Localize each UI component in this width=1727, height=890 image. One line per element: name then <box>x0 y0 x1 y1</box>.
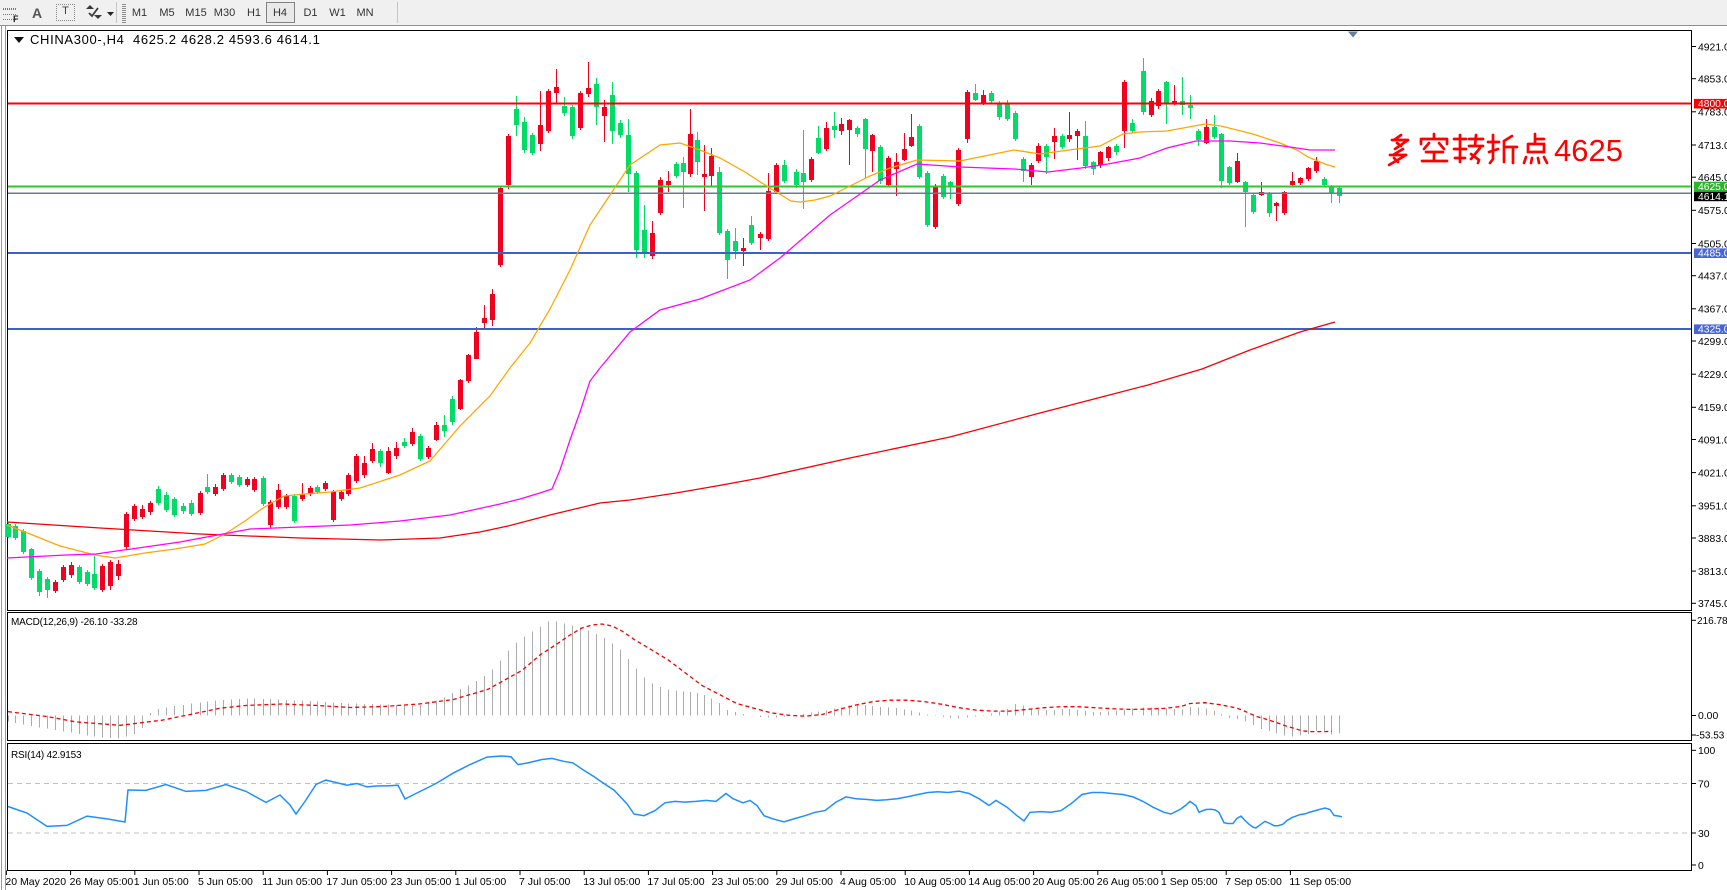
svg-text:3883.0: 3883.0 <box>1698 534 1727 545</box>
svg-text:1 Sep 05:00: 1 Sep 05:00 <box>1161 876 1218 888</box>
svg-text:23 Jul 05:00: 23 Jul 05:00 <box>712 876 769 888</box>
svg-text:13 Jul 05:00: 13 Jul 05:00 <box>583 876 640 888</box>
svg-text:17 Jul 05:00: 17 Jul 05:00 <box>647 876 704 888</box>
svg-text:11 Jun 05:00: 11 Jun 05:00 <box>262 876 322 888</box>
svg-text:1 Jun 05:00: 1 Jun 05:00 <box>134 876 189 888</box>
svg-text:1 Jul 05:00: 1 Jul 05:00 <box>455 876 507 888</box>
svg-text:4485.0: 4485.0 <box>1698 249 1727 260</box>
svg-text:4713.0: 4713.0 <box>1698 141 1727 152</box>
svg-text:7 Jul 05:00: 7 Jul 05:00 <box>519 876 571 888</box>
svg-text:RSI(14) 42.9153: RSI(14) 42.9153 <box>11 750 82 761</box>
svg-text:4625.0: 4625.0 <box>1698 182 1727 193</box>
svg-text:4645.0: 4645.0 <box>1698 173 1727 184</box>
svg-text:4614.1: 4614.1 <box>1698 192 1727 203</box>
svg-text:0.00: 0.00 <box>1698 711 1718 722</box>
svg-text:4021.0: 4021.0 <box>1698 468 1727 479</box>
svg-text:30: 30 <box>1698 829 1710 840</box>
svg-text:CHINA300-,H4 4625.2 4628.2 45: CHINA300-,H4 4625.2 4628.2 4593.6 4614.1 <box>30 32 320 47</box>
svg-text:4367.0: 4367.0 <box>1698 305 1727 316</box>
svg-text:4625: 4625 <box>1554 133 1623 168</box>
svg-text:4437.0: 4437.0 <box>1698 272 1727 283</box>
svg-text:4800.0: 4800.0 <box>1698 99 1727 110</box>
svg-text:29 Jul 05:00: 29 Jul 05:00 <box>776 876 833 888</box>
svg-text:26 Aug 05:00: 26 Aug 05:00 <box>1097 876 1159 888</box>
svg-text:20 Aug 05:00: 20 Aug 05:00 <box>1033 876 1095 888</box>
svg-text:4 Aug 05:00: 4 Aug 05:00 <box>840 876 896 888</box>
svg-text:100: 100 <box>1698 746 1716 757</box>
svg-text:11 Sep 05:00: 11 Sep 05:00 <box>1289 876 1351 888</box>
svg-text:3745.0: 3745.0 <box>1698 599 1727 610</box>
svg-text:4921.0: 4921.0 <box>1698 42 1727 53</box>
svg-text:MACD(12,26,9) -26.10 -33.28: MACD(12,26,9) -26.10 -33.28 <box>11 617 138 628</box>
svg-text:4505.0: 4505.0 <box>1698 239 1727 250</box>
svg-text:17 Jun 05:00: 17 Jun 05:00 <box>326 876 387 888</box>
svg-text:4159.0: 4159.0 <box>1698 403 1727 414</box>
svg-text:23 Jun 05:00: 23 Jun 05:00 <box>391 876 452 888</box>
svg-text:3951.0: 3951.0 <box>1698 502 1727 513</box>
svg-text:14 Aug 05:00: 14 Aug 05:00 <box>968 876 1030 888</box>
svg-text:4325.0: 4325.0 <box>1698 325 1727 336</box>
svg-text:10 Aug 05:00: 10 Aug 05:00 <box>904 876 966 888</box>
svg-text:4853.0: 4853.0 <box>1698 75 1727 86</box>
svg-text:26 May 05:00: 26 May 05:00 <box>70 876 134 888</box>
svg-text:216.78: 216.78 <box>1697 616 1727 627</box>
svg-text:3813.0: 3813.0 <box>1698 567 1727 578</box>
svg-text:0: 0 <box>1698 861 1704 872</box>
svg-text:4575.0: 4575.0 <box>1698 206 1727 217</box>
svg-text:4091.0: 4091.0 <box>1698 435 1727 446</box>
svg-text:4229.0: 4229.0 <box>1698 370 1727 381</box>
svg-text:5 Jun 05:00: 5 Jun 05:00 <box>198 876 253 888</box>
svg-text:4299.0: 4299.0 <box>1698 337 1727 348</box>
svg-text:-53.53: -53.53 <box>1696 731 1725 742</box>
svg-text:70: 70 <box>1698 779 1710 790</box>
svg-text:20 May 2020: 20 May 2020 <box>5 876 66 888</box>
svg-text:7 Sep 05:00: 7 Sep 05:00 <box>1225 876 1282 888</box>
svg-text:4783.0: 4783.0 <box>1698 108 1727 119</box>
